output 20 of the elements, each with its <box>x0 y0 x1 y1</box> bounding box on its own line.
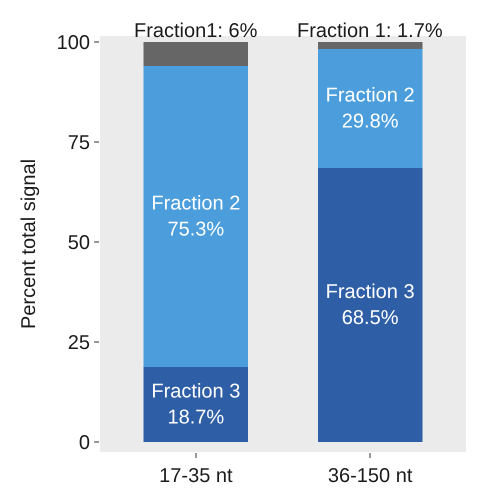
data-label: Fraction 2 75.3% <box>151 192 240 241</box>
bar <box>318 42 422 49</box>
bar <box>144 42 248 66</box>
y-tick-label: 100 <box>56 32 90 54</box>
y-tick-label: 0 <box>78 432 90 454</box>
data-label: Fraction1: 6% <box>134 20 258 42</box>
data-label: Fraction 1: 1.7% <box>297 20 443 42</box>
bar <box>318 168 422 442</box>
bar <box>144 66 248 368</box>
y-tick-label: 25 <box>68 332 90 354</box>
data-label: Fraction 3 18.7% <box>151 380 240 429</box>
data-label: Fraction 3 68.5% <box>326 281 415 329</box>
data-label: Fraction 2 29.8% <box>326 84 415 132</box>
bar <box>144 367 248 442</box>
y-axis-title: Percent total signal <box>18 158 40 330</box>
y-tick-label: 50 <box>68 232 90 254</box>
bar <box>318 48 422 168</box>
y-tick-label: 75 <box>68 132 90 154</box>
x-tick-label: 36-150 nt <box>328 465 413 487</box>
x-tick-label: 17-35 nt <box>159 465 233 487</box>
